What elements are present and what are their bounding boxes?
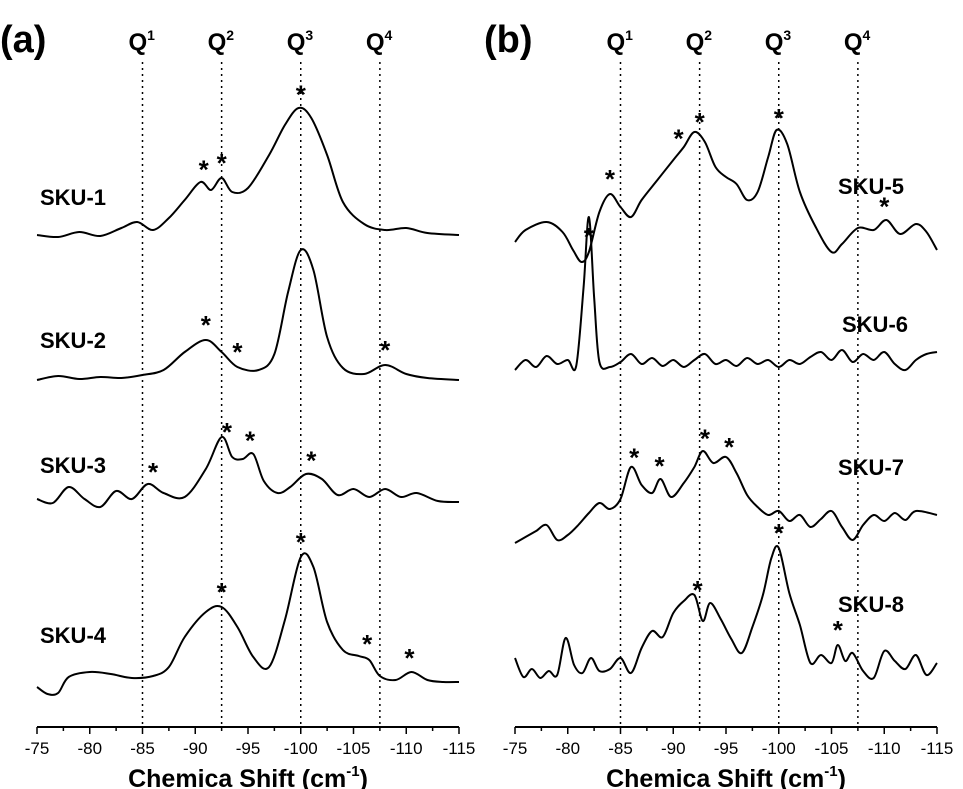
- peak-marker: *: [833, 615, 844, 645]
- x-tick-label: -85: [608, 739, 633, 758]
- x-tick-label: -95: [236, 739, 261, 758]
- q2-label: Q2: [208, 27, 235, 56]
- panel-a: (a) Q1 Q2 Q3 Q4 -75 -80 -85 -90 -95 -100 -105 -110 -1…: [0, 19, 475, 789]
- peak-marker: *: [879, 192, 890, 222]
- x-tick-label: -85: [130, 739, 155, 758]
- peak-marker: *: [404, 643, 415, 673]
- panel-a-x-axis-title: Chemica Shift (cm-1): [128, 763, 368, 789]
- peak-marker: *: [199, 154, 210, 184]
- x-tick-label: -100: [284, 739, 318, 758]
- series-label-sku-5: SKU-5: [838, 174, 904, 199]
- peak-marker: *: [222, 417, 233, 447]
- series-label-sku-6: SKU-6: [842, 312, 908, 337]
- q2-label: Q2: [686, 27, 713, 56]
- q3-label: Q3: [765, 27, 792, 56]
- x-tick-label: -95: [714, 739, 739, 758]
- series-label-sku-7: SKU-7: [838, 455, 904, 480]
- peak-marker: *: [148, 457, 159, 487]
- series-sku-1-line: [36, 106, 460, 239]
- x-tick-label: -90: [661, 739, 686, 758]
- peak-marker: *: [774, 103, 785, 133]
- series-label-sku-4: SKU-4: [40, 623, 107, 648]
- x-tick-label: -90: [183, 739, 208, 758]
- x-tick-label: -75: [503, 739, 528, 758]
- x-tick-label: -115: [921, 739, 954, 758]
- peak-marker: *: [584, 222, 595, 252]
- series-label-sku-1: SKU-1: [40, 185, 106, 210]
- peak-marker: *: [232, 337, 243, 367]
- x-tick-label: -105: [814, 739, 848, 758]
- q1-label: Q1: [607, 27, 634, 56]
- peak-marker: *: [774, 518, 785, 548]
- x-tick-label: -75: [25, 739, 50, 758]
- panel-b-x-axis-title: Chemica Shift (cm-1): [606, 763, 846, 789]
- panel-a-label: (a): [0, 19, 46, 61]
- peak-marker: *: [217, 148, 228, 178]
- series-label-sku-8: SKU-8: [838, 592, 904, 617]
- peak-marker: *: [605, 164, 616, 194]
- peak-marker: *: [217, 577, 228, 607]
- panel-b-label: (b): [484, 19, 533, 61]
- peak-marker: *: [362, 629, 373, 659]
- x-tick-label: -110: [868, 739, 901, 758]
- peak-marker: *: [629, 442, 640, 472]
- peak-marker: *: [700, 423, 711, 453]
- peak-marker: *: [201, 310, 212, 340]
- q1-label: Q1: [129, 27, 156, 56]
- peak-marker: *: [296, 80, 307, 110]
- peak-marker: *: [654, 451, 665, 481]
- series-sku-3-line: [36, 435, 460, 509]
- peak-marker: *: [245, 426, 256, 456]
- peak-marker: *: [673, 124, 684, 154]
- peak-marker: *: [306, 446, 317, 476]
- series-sku-8-line: [514, 545, 938, 680]
- x-tick-label: -100: [762, 739, 796, 758]
- series-label-sku-3: SKU-3: [40, 453, 106, 478]
- peak-marker: *: [380, 335, 391, 365]
- x-tick-label: -110: [390, 739, 423, 758]
- series-sku-5-line: [514, 128, 938, 264]
- series-label-sku-2: SKU-2: [40, 328, 106, 353]
- peak-marker: *: [296, 527, 307, 557]
- series-sku-7-line: [514, 450, 938, 544]
- q3-label: Q3: [287, 27, 314, 56]
- x-tick-label: -105: [336, 739, 370, 758]
- x-tick-label: -80: [555, 739, 580, 758]
- q4-label: Q4: [366, 27, 393, 56]
- peak-marker: *: [692, 575, 703, 605]
- peak-marker: *: [724, 432, 735, 462]
- q4-label: Q4: [844, 27, 871, 56]
- series-sku-6-line: [514, 215, 938, 372]
- x-tick-label: -115: [443, 739, 476, 758]
- peak-marker: *: [695, 107, 706, 137]
- series-sku-4-line: [36, 552, 460, 696]
- series-sku-2-line: [36, 248, 460, 381]
- panel-b: (b) Q1 Q2 Q3 Q4 -75 -80 -85 -90 -95 -100 -105 -110 -1…: [484, 19, 953, 789]
- x-tick-label: -80: [77, 739, 102, 758]
